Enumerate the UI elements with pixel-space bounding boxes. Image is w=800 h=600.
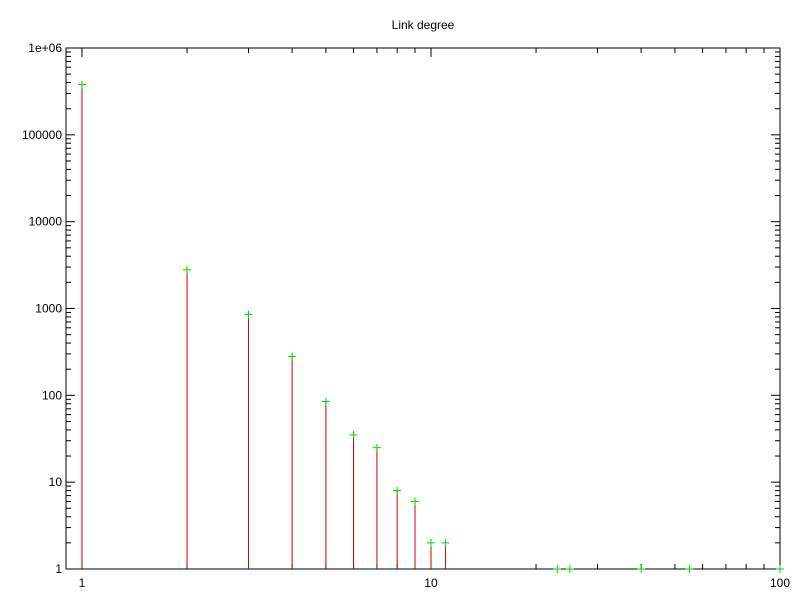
- y-tick-label: 100000: [22, 128, 62, 142]
- data-point: [244, 310, 253, 319]
- chart-title: Link degree: [392, 18, 455, 32]
- data-point: [288, 352, 297, 361]
- data-point: [349, 430, 358, 439]
- plot-marks: [77, 80, 784, 573]
- y-tick-label: 1000: [35, 302, 62, 316]
- x-tick-label: 10: [424, 576, 438, 590]
- data-point: [637, 565, 646, 573]
- y-tick-label: 1e+06: [28, 41, 62, 55]
- data-point: [321, 397, 330, 406]
- data-point: [685, 565, 694, 573]
- data-point: [393, 486, 402, 495]
- plot-frame: [65, 47, 781, 570]
- y-tick-label: 1: [55, 562, 62, 576]
- data-point: [441, 538, 450, 547]
- y-tick-label: 100: [42, 388, 62, 402]
- plot-axes: 1 10 100 1000 10000 100000 1e+06 1 10 100: [22, 41, 790, 590]
- x-tick-label: 1: [79, 576, 86, 590]
- data-point: [411, 497, 420, 506]
- x-tick-label: 100: [770, 576, 790, 590]
- y-tick-label: 10000: [29, 215, 63, 229]
- data-point: [372, 443, 381, 452]
- data-point: [776, 565, 784, 573]
- data-point: [183, 265, 192, 274]
- data-point: [565, 565, 574, 573]
- data-point: [426, 538, 435, 547]
- data-point: [553, 565, 562, 573]
- y-tick-label: 10: [49, 475, 63, 489]
- data-point: [77, 80, 86, 89]
